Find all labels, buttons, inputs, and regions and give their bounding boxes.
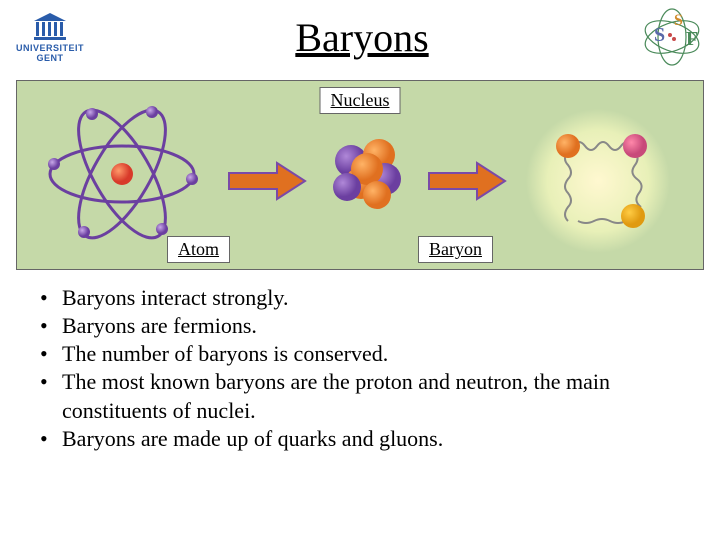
temple-icon [30, 11, 70, 43]
ssf-logo: S S F [640, 7, 704, 67]
arrow-icon [427, 161, 507, 201]
list-item: The most known baryons are the proton an… [40, 368, 680, 424]
nucleus-illustration [317, 121, 417, 221]
list-item: Baryons are made up of quarks and gluons… [40, 425, 680, 453]
list-item: The number of baryons is conserved. [40, 340, 680, 368]
svg-text:S: S [674, 12, 683, 29]
svg-text:S: S [654, 24, 665, 46]
university-name-1: UNIVERSITEIT [16, 43, 84, 53]
label-baryon: Baryon [418, 236, 493, 263]
diagram-panel: Nucleus Atom Baryon [16, 80, 704, 270]
label-nucleus: Nucleus [320, 87, 401, 114]
baryon-illustration [513, 101, 683, 261]
university-name-2: GENT [37, 53, 64, 63]
page-title: Baryons [84, 14, 640, 61]
bullet-list: Baryons interact strongly. Baryons are f… [40, 284, 680, 453]
svg-text:F: F [686, 28, 698, 50]
list-item: Baryons are fermions. [40, 312, 680, 340]
atom-illustration [37, 99, 207, 249]
list-item: Baryons interact strongly. [40, 284, 680, 312]
arrow-icon [227, 161, 307, 201]
university-logo: UNIVERSITEIT GENT [16, 11, 84, 63]
header: UNIVERSITEIT GENT Baryons S S F [0, 0, 720, 70]
